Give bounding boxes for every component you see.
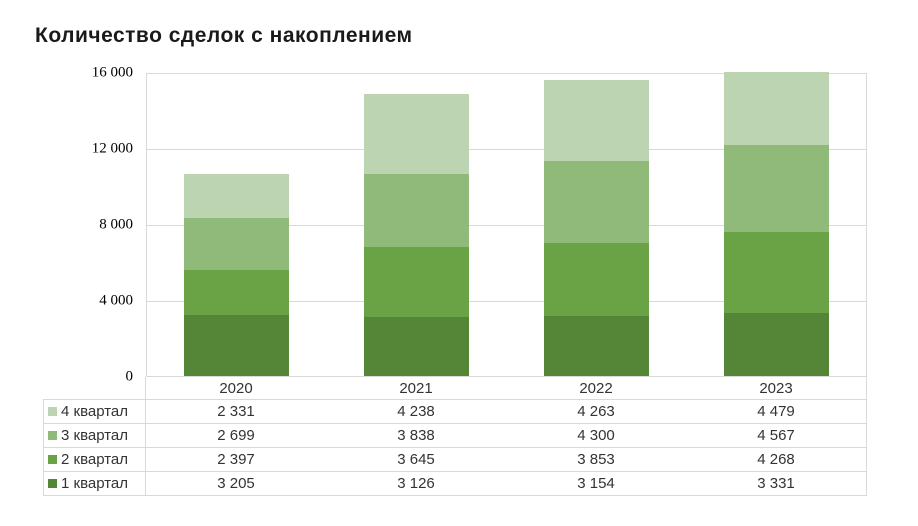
bar-segment-2021-1-квартал xyxy=(364,316,470,376)
table-value-2021-2-квартал: 3 645 xyxy=(397,451,435,468)
legend-cell-2-квартал: 2 квартал xyxy=(43,448,146,471)
table-value-2021-3-квартал: 3 838 xyxy=(397,427,435,444)
bar-segment-2020-4-квартал xyxy=(184,174,290,219)
legend-swatch-icon xyxy=(48,479,57,488)
legend-swatch-icon xyxy=(48,455,57,464)
table-header-2023: 2023 xyxy=(759,379,793,397)
legend-cell-1-квартал: 1 квартал xyxy=(43,472,146,495)
bar-segment-2021-3-квартал xyxy=(364,174,470,248)
bar-segment-2022-1-квартал xyxy=(543,316,649,376)
table-value-2023-2-квартал: 4 268 xyxy=(757,451,795,468)
table-value-2023-4-квартал: 4 479 xyxy=(757,403,795,420)
table-header-2020: 2020 xyxy=(219,379,253,397)
bar-segment-2020-2-квартал xyxy=(184,269,290,316)
legend-label: 2 квартал xyxy=(61,451,129,468)
table-value-2023-1-квартал: 3 331 xyxy=(757,475,795,492)
table-value-2023-3-квартал: 4 567 xyxy=(757,427,795,444)
bar-segment-2020-1-квартал xyxy=(184,315,290,376)
table-value-2020-1-квартал: 3 205 xyxy=(217,475,255,492)
bar-segment-2021-4-квартал xyxy=(364,93,470,175)
legend-label: 1 квартал xyxy=(61,475,129,492)
gridline-8000 xyxy=(147,225,866,226)
table-corner-cell xyxy=(43,377,146,399)
table-value-2022-3-квартал: 4 300 xyxy=(577,427,615,444)
bar-segment-2022-3-квартал xyxy=(543,161,649,243)
table-row-3-квартал: 3 квартал 2 699 3 838 4 300 4 567 xyxy=(43,424,867,448)
legend-cell-3-квартал: 3 квартал xyxy=(43,424,146,447)
bar-segment-2022-4-квартал xyxy=(543,80,649,162)
table-row-2-квартал: 2 квартал 2 397 3 645 3 853 4 268 xyxy=(43,448,867,472)
stacked-bar-2021 xyxy=(364,93,470,376)
y-tick-label: 4 000 xyxy=(99,292,133,309)
legend-label: 3 квартал xyxy=(61,427,129,444)
legend-label: 4 квартал xyxy=(61,403,129,420)
table-value-2022-1-квартал: 3 154 xyxy=(577,475,615,492)
gridline-0 xyxy=(147,376,866,377)
bar-segment-2023-3-квартал xyxy=(723,144,829,232)
table-header-2022: 2022 xyxy=(579,379,613,397)
legend-swatch-icon xyxy=(48,407,57,416)
table-row-1-квартал: 1 квартал 3 205 3 126 3 154 3 331 xyxy=(43,472,867,496)
legend-cell-4-квартал: 4 квартал xyxy=(43,400,146,423)
gridline-16000 xyxy=(147,73,866,74)
bar-segment-2020-3-квартал xyxy=(184,218,290,270)
data-table: 2020 2021 2022 2023 4 квартал 2 331 4 238 4 263… xyxy=(43,377,867,496)
table-value-2020-4-квартал: 2 331 xyxy=(217,403,255,420)
y-tick-label: 12 000 xyxy=(91,140,133,157)
table-row-4-квартал: 4 квартал 2 331 4 238 4 263 4 479 xyxy=(43,400,867,424)
gridline-12000 xyxy=(147,149,866,150)
table-value-2020-3-квартал: 2 699 xyxy=(217,427,255,444)
y-tick-label: 0 xyxy=(125,368,134,385)
bar-segment-2021-2-квартал xyxy=(364,247,470,317)
gridline-4000 xyxy=(147,301,866,302)
table-header-row: 2020 2021 2022 2023 xyxy=(43,377,867,400)
bar-segment-2023-1-квартал xyxy=(723,312,829,376)
chart-title: Количество сделок с накоплением xyxy=(35,24,413,47)
y-axis: 0 4 000 8 000 12 000 16 000 xyxy=(0,65,133,385)
stacked-bar-2023 xyxy=(723,72,829,376)
table-value-2021-4-квартал: 4 238 xyxy=(397,403,435,420)
bar-segment-2023-4-квартал xyxy=(723,72,829,145)
y-tick-label: 16 000 xyxy=(91,64,133,81)
bar-segment-2023-2-квартал xyxy=(723,231,829,313)
stacked-bar-2022 xyxy=(543,80,649,376)
table-value-2020-2-квартал: 2 397 xyxy=(217,451,255,468)
stacked-bar-2020 xyxy=(184,174,290,376)
table-value-2022-2-квартал: 3 853 xyxy=(577,451,615,468)
y-tick-label: 8 000 xyxy=(99,216,133,233)
bar-segment-2022-2-квартал xyxy=(543,242,649,317)
table-header-2021: 2021 xyxy=(399,379,433,397)
legend-swatch-icon xyxy=(48,431,57,440)
plot-area xyxy=(146,72,867,377)
table-value-2021-1-квартал: 3 126 xyxy=(397,475,435,492)
table-value-2022-4-квартал: 4 263 xyxy=(577,403,615,420)
